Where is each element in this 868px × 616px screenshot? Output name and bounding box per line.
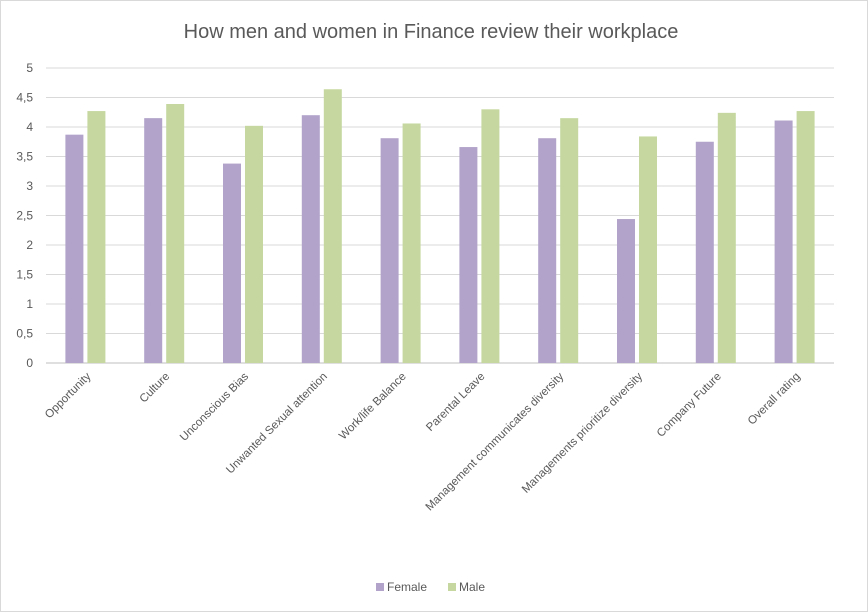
y-axis: 0 0,5 1 1,5 2 2,5 3 3,5 4 4,5 5 bbox=[16, 61, 33, 370]
bars bbox=[65, 89, 815, 364]
legend-label-male: Male bbox=[459, 580, 485, 594]
bar-male bbox=[245, 125, 263, 363]
bar-male bbox=[560, 118, 579, 364]
y-tick-label: 5 bbox=[26, 61, 33, 75]
bar-male bbox=[481, 109, 500, 363]
y-tick-label: 2 bbox=[26, 238, 33, 252]
bar-male bbox=[166, 103, 185, 364]
y-tick-label: 3,5 bbox=[16, 150, 33, 164]
legend-label-female: Female bbox=[387, 580, 427, 594]
y-tick-label: 4 bbox=[26, 120, 33, 134]
bar-male bbox=[402, 123, 421, 364]
bar-male bbox=[639, 136, 657, 363]
bar-female bbox=[301, 115, 320, 363]
chart-title: How men and women in Finance review thei… bbox=[184, 21, 679, 43]
gridlines bbox=[46, 67, 834, 364]
bar-male bbox=[796, 111, 815, 363]
y-tick-label: 0 bbox=[26, 356, 33, 370]
legend: Female Male bbox=[376, 580, 485, 594]
x-tick-label: Work/life Balance bbox=[337, 371, 409, 443]
bar-female bbox=[695, 141, 714, 363]
bar-female bbox=[774, 120, 793, 363]
bar-male bbox=[717, 112, 736, 363]
x-tick-label: Culture bbox=[138, 371, 173, 406]
bar-female bbox=[459, 147, 478, 363]
bar-female bbox=[538, 138, 557, 363]
bar-female bbox=[65, 134, 84, 363]
bar-female bbox=[144, 118, 163, 364]
bar-male bbox=[87, 111, 106, 363]
x-tick-label: Unconscious Bias bbox=[178, 370, 251, 443]
bar-male bbox=[323, 89, 342, 364]
y-tick-label: 0,5 bbox=[16, 327, 33, 341]
x-tick-label: Overall rating bbox=[746, 371, 803, 428]
bar-female bbox=[380, 138, 399, 363]
x-tick-label: Parental Leave bbox=[424, 371, 487, 434]
bar-female bbox=[617, 219, 635, 363]
y-tick-label: 2,5 bbox=[16, 209, 33, 223]
legend-swatch-female bbox=[376, 583, 384, 591]
legend-swatch-male bbox=[448, 583, 456, 591]
x-tick-label: Management communicates diversity bbox=[424, 370, 567, 513]
x-axis: Opportunity Culture Unconscious BiasUnwant… bbox=[43, 370, 803, 513]
x-tick-label: Company Future bbox=[655, 371, 724, 440]
y-tick-label: 4,5 bbox=[16, 91, 33, 105]
y-tick-label: 1,5 bbox=[16, 268, 33, 282]
x-tick-label: Opportunity bbox=[43, 370, 94, 421]
bar-female bbox=[223, 163, 241, 363]
y-tick-label: 3 bbox=[26, 179, 33, 193]
y-tick-label: 1 bbox=[26, 297, 33, 311]
